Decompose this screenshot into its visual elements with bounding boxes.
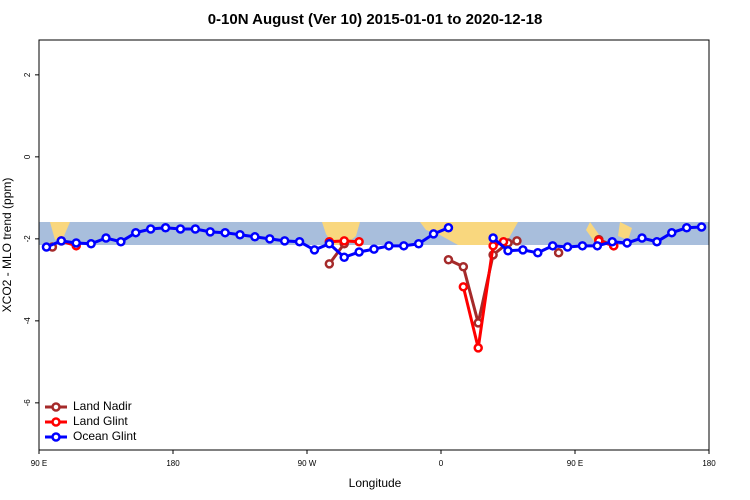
data-point — [279, 236, 290, 246]
data-point — [339, 236, 349, 246]
x-tick-label: 90 E — [31, 459, 47, 468]
data-point — [562, 242, 573, 252]
data-point — [86, 239, 96, 249]
series-line — [45, 226, 450, 260]
data-point — [369, 244, 379, 254]
legend-marker — [51, 402, 61, 412]
data-point — [116, 236, 126, 247]
data-point — [324, 239, 335, 249]
legend-label: Land Glint — [73, 414, 128, 428]
data-point — [354, 247, 364, 257]
data-point — [667, 227, 677, 238]
data-point — [512, 236, 522, 246]
legend-label: Ocean Glint — [73, 429, 137, 443]
data-point — [384, 241, 394, 251]
data-point — [503, 245, 513, 256]
data-point — [101, 233, 111, 243]
data-point — [458, 282, 469, 292]
data-point — [473, 343, 483, 353]
data-point — [622, 238, 632, 248]
data-point — [145, 224, 156, 234]
data-point — [681, 223, 692, 233]
data-point — [294, 236, 305, 247]
data-point — [488, 241, 498, 251]
data-point — [652, 236, 662, 247]
data-point — [533, 248, 543, 258]
data-point — [443, 255, 454, 265]
data-point — [205, 227, 215, 237]
data-point — [354, 236, 364, 247]
data-point — [235, 230, 245, 240]
data-point — [399, 241, 409, 251]
data-point — [577, 241, 588, 251]
data-point — [413, 239, 424, 249]
data-point — [696, 222, 707, 232]
data-point — [547, 241, 558, 251]
y-tick-label: -2 — [23, 235, 32, 243]
data-point — [607, 236, 617, 247]
data-point — [324, 259, 335, 269]
y-tick-label: -6 — [23, 399, 32, 407]
y-tick-label: -4 — [23, 317, 32, 325]
y-tick-label: 0 — [23, 154, 32, 159]
data-point — [637, 233, 647, 243]
legend-marker — [51, 417, 61, 427]
data-point — [160, 223, 171, 233]
y-tick-label: 2 — [23, 72, 32, 77]
data-point — [458, 261, 469, 272]
x-tick-label: 90 E — [567, 459, 583, 468]
data-point — [592, 241, 603, 251]
data-point — [41, 242, 52, 252]
data-point — [339, 252, 349, 263]
x-tick-label: 180 — [166, 459, 180, 468]
data-point — [131, 227, 141, 238]
data-point — [309, 245, 320, 255]
data-point — [71, 238, 81, 248]
data-point — [488, 233, 498, 243]
data-point — [553, 248, 564, 258]
legend-label: Land Nadir — [73, 399, 132, 413]
data-point — [56, 236, 67, 246]
data-point — [265, 234, 275, 244]
x-tick-label: 0 — [439, 459, 444, 468]
x-tick-label: 180 — [702, 459, 716, 468]
data-point — [220, 227, 230, 238]
data-point — [190, 224, 201, 234]
data-point — [443, 223, 454, 233]
x-tick-label: 90 W — [298, 459, 317, 468]
data-point — [518, 245, 528, 255]
data-point — [250, 232, 260, 242]
y-axis-label: XCO2 - MLO trend (ppm) — [0, 178, 14, 313]
x-axis-label: Longitude — [349, 476, 402, 490]
legend-marker — [51, 432, 61, 442]
chart-title: 0-10N August (Ver 10) 2015-01-01 to 2020… — [208, 11, 543, 28]
plot-frame — [38, 39, 710, 451]
data-point — [175, 224, 186, 234]
data-point — [428, 229, 439, 239]
